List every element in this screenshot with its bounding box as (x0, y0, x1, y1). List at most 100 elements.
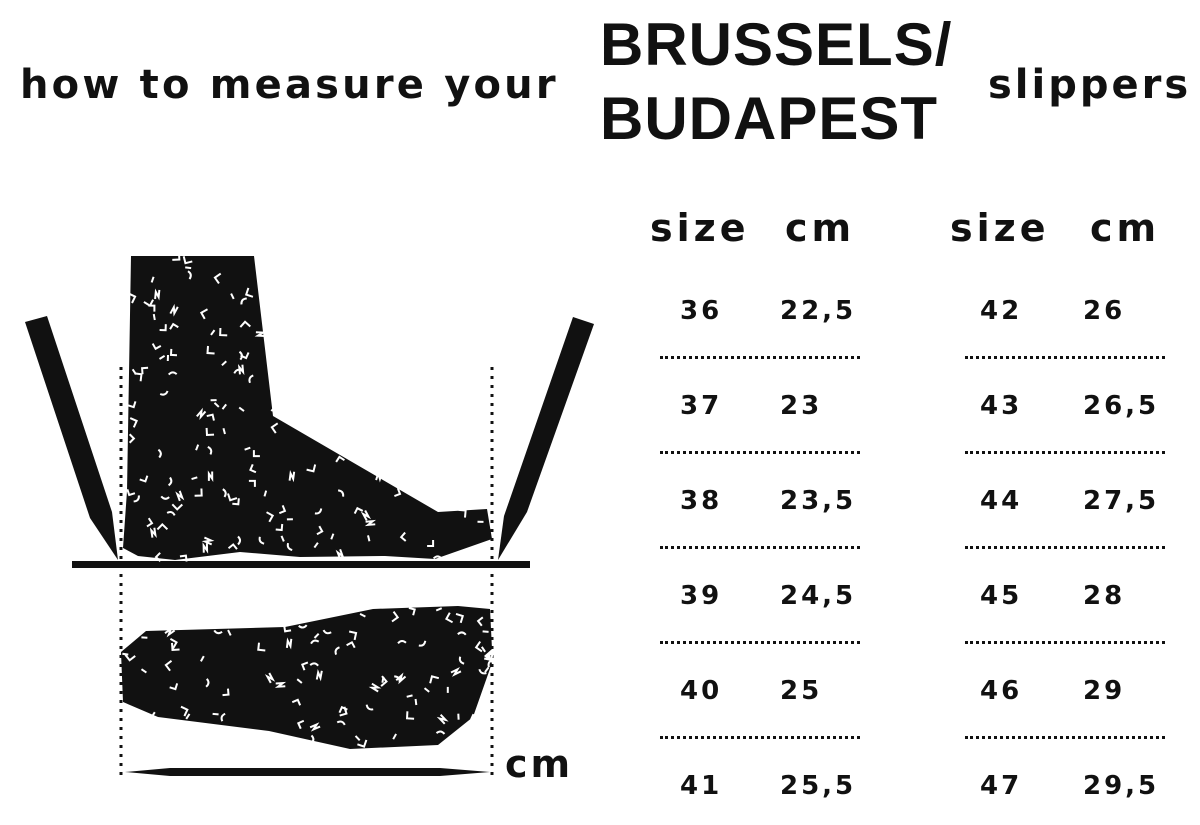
pattern-mark (227, 493, 238, 502)
pattern-mark (314, 508, 323, 515)
pattern-mark (301, 661, 309, 671)
pattern-mark (227, 629, 232, 636)
pattern-mark (157, 448, 162, 459)
pattern-mark (457, 631, 467, 636)
pattern-mark (206, 413, 215, 421)
pattern-mark (286, 542, 293, 551)
pattern-mark (445, 612, 454, 624)
pattern-mark (487, 659, 494, 668)
pattern-mark (185, 266, 192, 270)
pattern-mark (397, 640, 407, 644)
pattern-mark (164, 660, 173, 672)
pattern-mark (306, 464, 317, 473)
pattern-mark (159, 390, 169, 396)
title-prefix: how to measure your (20, 62, 559, 108)
title-suffix: slippers (988, 62, 1192, 108)
pattern-mark (240, 297, 247, 305)
pattern-mark (169, 637, 178, 649)
pattern-mark (148, 304, 156, 312)
pattern-mark (156, 522, 169, 531)
row-divider (660, 641, 860, 644)
pattern-mark (133, 495, 140, 503)
pattern-mark (227, 543, 238, 550)
pattern-mark (205, 678, 210, 688)
pattern-mark (221, 360, 227, 367)
pattern-mark (175, 490, 185, 502)
pattern-mark (239, 320, 251, 328)
pattern-mark (316, 525, 324, 536)
pattern-mark (152, 313, 156, 321)
pattern-mark (248, 479, 256, 487)
pattern-mark (166, 511, 176, 516)
pencil-left-icon (25, 316, 118, 560)
size-value: 41 (680, 771, 723, 801)
pattern-mark (274, 681, 287, 688)
pattern-mark (150, 276, 155, 283)
pattern-mark (482, 630, 489, 633)
floor-line (72, 561, 530, 568)
pattern-mark (191, 476, 198, 481)
pattern-mark (194, 488, 203, 497)
pattern-mark (179, 554, 188, 562)
cm-value: 29 (1083, 676, 1126, 706)
pattern-mark (296, 678, 303, 684)
size-value: 47 (980, 771, 1023, 801)
cm-value: 26 (1083, 296, 1126, 326)
pattern-mark (212, 712, 219, 716)
pattern-mark (187, 270, 192, 280)
pattern-mark (167, 371, 178, 376)
cm-value: 25,5 (780, 771, 857, 801)
pattern-mark (391, 611, 400, 623)
cm-value: 27,5 (1083, 486, 1160, 516)
pattern-mark (436, 713, 449, 725)
pattern-mark (322, 629, 332, 635)
pattern-mark (455, 613, 465, 624)
pattern-mark (414, 698, 418, 706)
pattern-mark (124, 654, 136, 662)
pattern-mark (285, 637, 293, 650)
pattern-mark (484, 666, 490, 673)
pattern-mark (252, 450, 260, 458)
pattern-mark (222, 688, 230, 697)
pattern-mark (368, 682, 382, 693)
pattern-mark (149, 527, 157, 539)
pattern-mark (220, 712, 226, 722)
row-divider (660, 736, 860, 739)
pattern-mark (169, 303, 179, 317)
pattern-mark (219, 327, 228, 337)
pattern-mark (195, 444, 200, 451)
pattern-mark (128, 292, 137, 304)
pattern-mark (296, 719, 305, 730)
pattern-mark (213, 272, 222, 285)
row-divider (965, 451, 1165, 454)
cm-value: 22,5 (780, 296, 857, 326)
pattern-mark (313, 632, 320, 639)
header-size: size (650, 206, 750, 250)
pattern-mark (154, 552, 162, 562)
pattern-mark (291, 698, 302, 706)
pattern-mark (185, 713, 191, 720)
pencil-right-icon (498, 317, 594, 560)
size-value: 38 (680, 486, 723, 516)
pattern-mark (476, 616, 484, 627)
pattern-mark (310, 639, 320, 645)
pattern-mark (238, 406, 245, 412)
pattern-mark (169, 683, 179, 691)
pattern-mark (435, 730, 446, 735)
row-divider (965, 356, 1165, 359)
pattern-mark (149, 711, 158, 723)
pattern-mark (346, 641, 356, 649)
pattern-mark (182, 256, 193, 265)
pattern-mark (237, 535, 241, 546)
header-cm: cm (785, 206, 856, 250)
pattern-mark (213, 629, 223, 635)
row-divider (660, 356, 860, 359)
pattern-mark (280, 535, 285, 542)
pattern-mark (353, 506, 364, 515)
pattern-mark (313, 542, 319, 549)
pattern-mark (266, 511, 275, 523)
pattern-mark (127, 401, 137, 409)
cm-value: 24,5 (780, 581, 857, 611)
pattern-mark (221, 403, 227, 410)
pattern-mark (348, 630, 358, 641)
